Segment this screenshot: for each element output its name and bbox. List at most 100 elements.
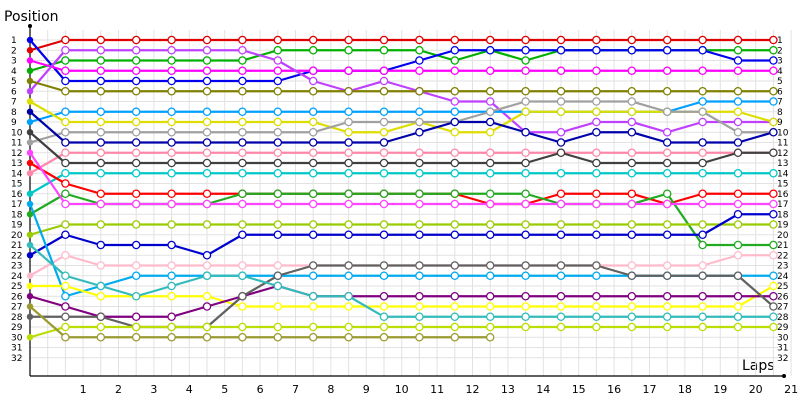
data-point: [273, 107, 283, 117]
y-tick-label-right: 16: [777, 190, 789, 200]
data-point: [556, 46, 566, 55]
data-point: [415, 158, 424, 168]
data-point: [308, 138, 318, 147]
data-point: [379, 107, 389, 117]
series-line: [29, 79, 774, 93]
data-point: [202, 168, 212, 178]
data-point: [273, 35, 283, 45]
y-tick-label-right: 11: [777, 139, 788, 149]
data-point: [627, 312, 637, 321]
data-point: [698, 189, 707, 198]
data-point: [167, 66, 176, 76]
series-line: [29, 325, 774, 339]
data-point: [238, 66, 247, 76]
data-point: [733, 46, 743, 55]
data-point: [202, 189, 212, 198]
data-point: [26, 313, 34, 320]
data-point: [556, 302, 566, 311]
data-point: [167, 107, 176, 117]
data-point: [450, 66, 460, 76]
data-point: [61, 76, 70, 86]
data-point: [61, 138, 70, 147]
x-tick-label: 6: [257, 383, 264, 396]
data-point: [415, 271, 424, 280]
data-point: [308, 322, 318, 332]
x-tick-label: 15: [572, 383, 586, 396]
data-point: [308, 168, 318, 178]
data-point: [26, 36, 34, 44]
data-point: [733, 87, 743, 96]
y-tick-label-left: 32: [11, 354, 22, 364]
data-point: [202, 148, 212, 157]
data-point: [415, 199, 424, 209]
data-point: [415, 56, 424, 65]
y-tick-label-right: 2: [777, 46, 783, 56]
y-tick-label-right: 12: [777, 149, 788, 159]
data-point: [308, 87, 318, 96]
data-point: [26, 47, 34, 54]
data-point: [592, 312, 601, 321]
data-point: [733, 35, 743, 45]
y-tick-label-right: 8: [777, 108, 783, 118]
data-point: [450, 230, 460, 239]
data-point: [131, 35, 141, 45]
data-point: [769, 148, 778, 157]
data-point: [592, 199, 601, 209]
x-tick-label: 11: [430, 383, 444, 396]
data-point: [61, 291, 70, 301]
data-point: [415, 127, 424, 137]
data-point: [769, 35, 778, 45]
data-point: [308, 332, 318, 342]
y-tick-label-right: 21: [777, 241, 788, 251]
y-tick-label-left: 17: [11, 200, 22, 210]
data-point: [379, 168, 389, 178]
data-point: [273, 138, 283, 147]
data-point: [662, 148, 672, 157]
data-point: [238, 230, 247, 239]
data-point: [521, 158, 530, 168]
data-point: [556, 230, 566, 239]
data-point: [415, 66, 424, 76]
data-point: [273, 127, 283, 137]
data-point: [485, 261, 495, 270]
data-point: [26, 303, 34, 310]
data-point: [167, 261, 176, 270]
data-point: [273, 148, 283, 157]
data-point: [415, 87, 424, 96]
data-point: [96, 117, 106, 127]
data-point: [627, 261, 637, 270]
data-point: [556, 138, 566, 147]
data-point: [202, 261, 212, 270]
data-point: [379, 127, 389, 137]
data-point: [273, 220, 283, 229]
data-point: [485, 230, 495, 239]
data-point: [662, 138, 672, 147]
data-point: [450, 271, 460, 280]
data-point: [733, 209, 743, 219]
data-point: [61, 35, 70, 45]
data-point: [450, 220, 460, 229]
data-point: [238, 158, 247, 168]
data-point: [521, 127, 530, 137]
data-point: [592, 168, 601, 178]
data-point: [238, 302, 247, 311]
data-point: [733, 56, 743, 65]
data-point: [698, 117, 707, 127]
data-point: [521, 302, 530, 311]
data-point: [485, 117, 495, 127]
data-point: [308, 261, 318, 270]
data-point: [556, 127, 566, 137]
data-point: [344, 148, 353, 157]
data-point: [344, 199, 353, 209]
data-point: [769, 66, 778, 76]
data-point: [627, 127, 637, 137]
data-point: [627, 117, 637, 127]
data-point: [769, 312, 778, 321]
data-point: [26, 128, 34, 136]
data-point: [96, 291, 106, 301]
data-point: [344, 261, 353, 270]
data-point: [238, 127, 247, 137]
data-point: [450, 148, 460, 157]
data-point: [273, 117, 283, 127]
